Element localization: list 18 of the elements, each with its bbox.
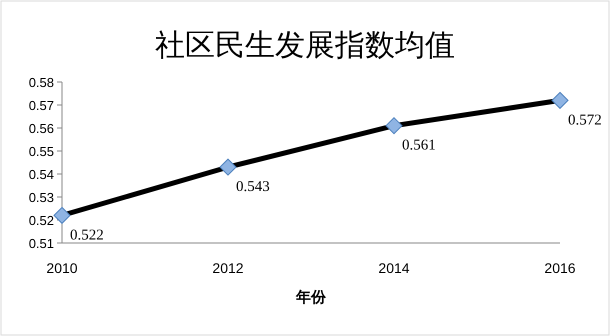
y-tick-label: 0.54 [28,167,54,182]
data-label: 0.561 [402,138,436,154]
y-tick-label: 0.51 [28,236,54,251]
y-tick-label: 0.55 [28,144,54,159]
data-label: 0.543 [236,179,270,196]
y-tick-label: 0.53 [28,190,54,205]
y-tick-label: 0.57 [28,98,54,113]
y-tick-label: 0.56 [28,121,54,136]
chart-title: 社区民生发展指数均值 [155,29,455,62]
y-tick-label: 0.58 [28,75,54,90]
x-tick-label: 2010 [46,260,78,276]
data-label: 0.522 [70,227,104,244]
data-label: 0.572 [568,112,602,128]
y-tick-label: 0.52 [28,213,54,228]
x-tick-label: 2016 [544,260,576,276]
x-tick-label: 2014 [378,260,410,276]
x-axis-title: 年份 [295,289,327,306]
x-tick-label: 2012 [212,260,244,276]
